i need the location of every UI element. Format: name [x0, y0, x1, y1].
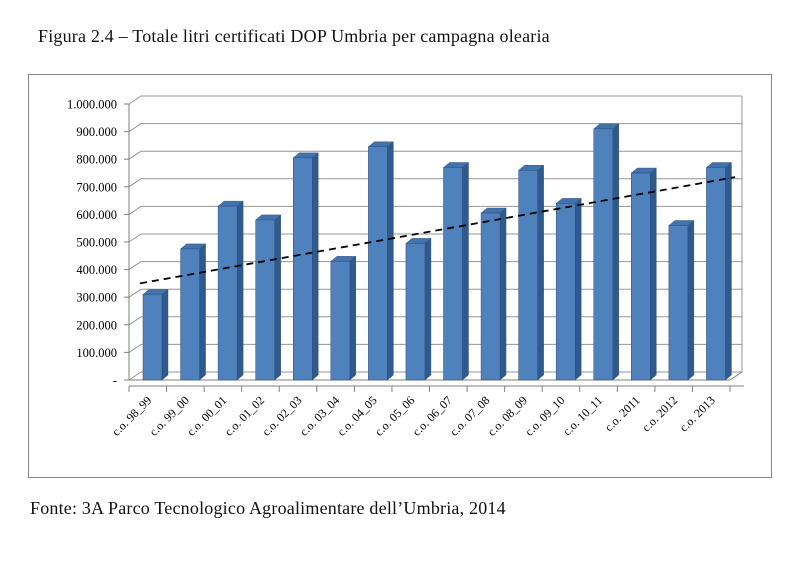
x-axis-label: c.o. 2013 [677, 393, 718, 434]
x-axis-label: c.o. 99_00 [146, 393, 191, 438]
bar-chart: - 100.000 200.000 300.000 400.000 500.000 600.… [67, 95, 744, 439]
y-axis-label: - [113, 374, 117, 388]
depth-connector [128, 261, 142, 271]
bar-c-o-99_00 [180, 243, 207, 381]
bar-c-o-01_02 [255, 214, 282, 381]
y-axis-label: 200.000 [76, 318, 117, 332]
x-axis-label: c.o. 07_08 [447, 393, 492, 438]
y-axis-label: 900.000 [76, 125, 117, 139]
x-axis-label: c.o. 08_09 [485, 393, 530, 438]
y-axis-label: 800.000 [76, 153, 117, 167]
y-axis-label: 500.000 [76, 236, 117, 250]
depth-connector [128, 371, 142, 381]
depth-connector [128, 178, 142, 188]
figure-source: Fonte: 3A Parco Tecnologico Agroalimenta… [30, 498, 506, 518]
y-axis-label: 400.000 [76, 263, 117, 277]
bar-c-o-03_04 [330, 255, 357, 381]
figure-caption: Figura 2.4 – Totale litri certificati DO… [38, 26, 550, 46]
bar-c-o-04_05 [367, 141, 394, 381]
x-axis-label: c.o. 00_01 [184, 393, 229, 438]
x-axis-label: c.o. 10_11 [560, 393, 605, 438]
depth-connector [128, 95, 142, 105]
x-axis-label: c.o. 98_99 [109, 393, 154, 438]
bar-c-o-09_10 [555, 197, 582, 381]
x-axis-label: c.o. 03_04 [297, 393, 342, 438]
y-axis-label: 700.000 [76, 180, 117, 194]
depth-connector [128, 316, 142, 326]
depth-connector [128, 205, 142, 215]
y-axis-label: 1.000.000 [67, 98, 117, 112]
bar-c-o-00_01 [217, 200, 244, 381]
x-axis-label: c.o. 06_07 [409, 393, 454, 438]
floor-right-edge [729, 371, 743, 381]
trendline [139, 176, 736, 285]
bar-c-o-02_03 [292, 152, 319, 381]
x-axis-label: c.o. 05_06 [372, 393, 417, 438]
y-axis-label: 600.000 [76, 208, 117, 222]
bar-c-o-98_99 [142, 289, 169, 381]
x-axis-label: c.o. 02_03 [259, 393, 304, 438]
bar-c-o-2011 [630, 167, 657, 381]
bar-c-o-07_08 [480, 207, 507, 381]
bar-c-o-05_06 [405, 237, 432, 381]
depth-connector [128, 123, 142, 133]
depth-connector [128, 343, 142, 353]
bar-c-o-06_07 [442, 162, 470, 381]
chart-frame: - 100.000 200.000 300.000 400.000 500.000 600.… [28, 74, 772, 478]
x-axis-label: c.o. 01_02 [222, 393, 267, 438]
depth-connector [128, 150, 142, 160]
y-axis-label: 300.000 [76, 291, 117, 305]
bar-c-o-2012 [668, 220, 695, 381]
bar-c-o-10_11 [593, 123, 620, 381]
x-axis-label: c.o. 04_05 [334, 393, 379, 438]
x-axis-label: c.o. 09_10 [522, 393, 567, 438]
x-axis-label: c.o. 2012 [639, 393, 680, 434]
depth-connector [128, 233, 142, 243]
depth-connector [128, 288, 142, 298]
bar-c-o-08_09 [518, 164, 545, 381]
y-axis-label: 100.000 [76, 346, 117, 360]
bar-c-o-2013 [705, 162, 732, 381]
x-axis-label: c.o. 2011 [602, 393, 643, 434]
